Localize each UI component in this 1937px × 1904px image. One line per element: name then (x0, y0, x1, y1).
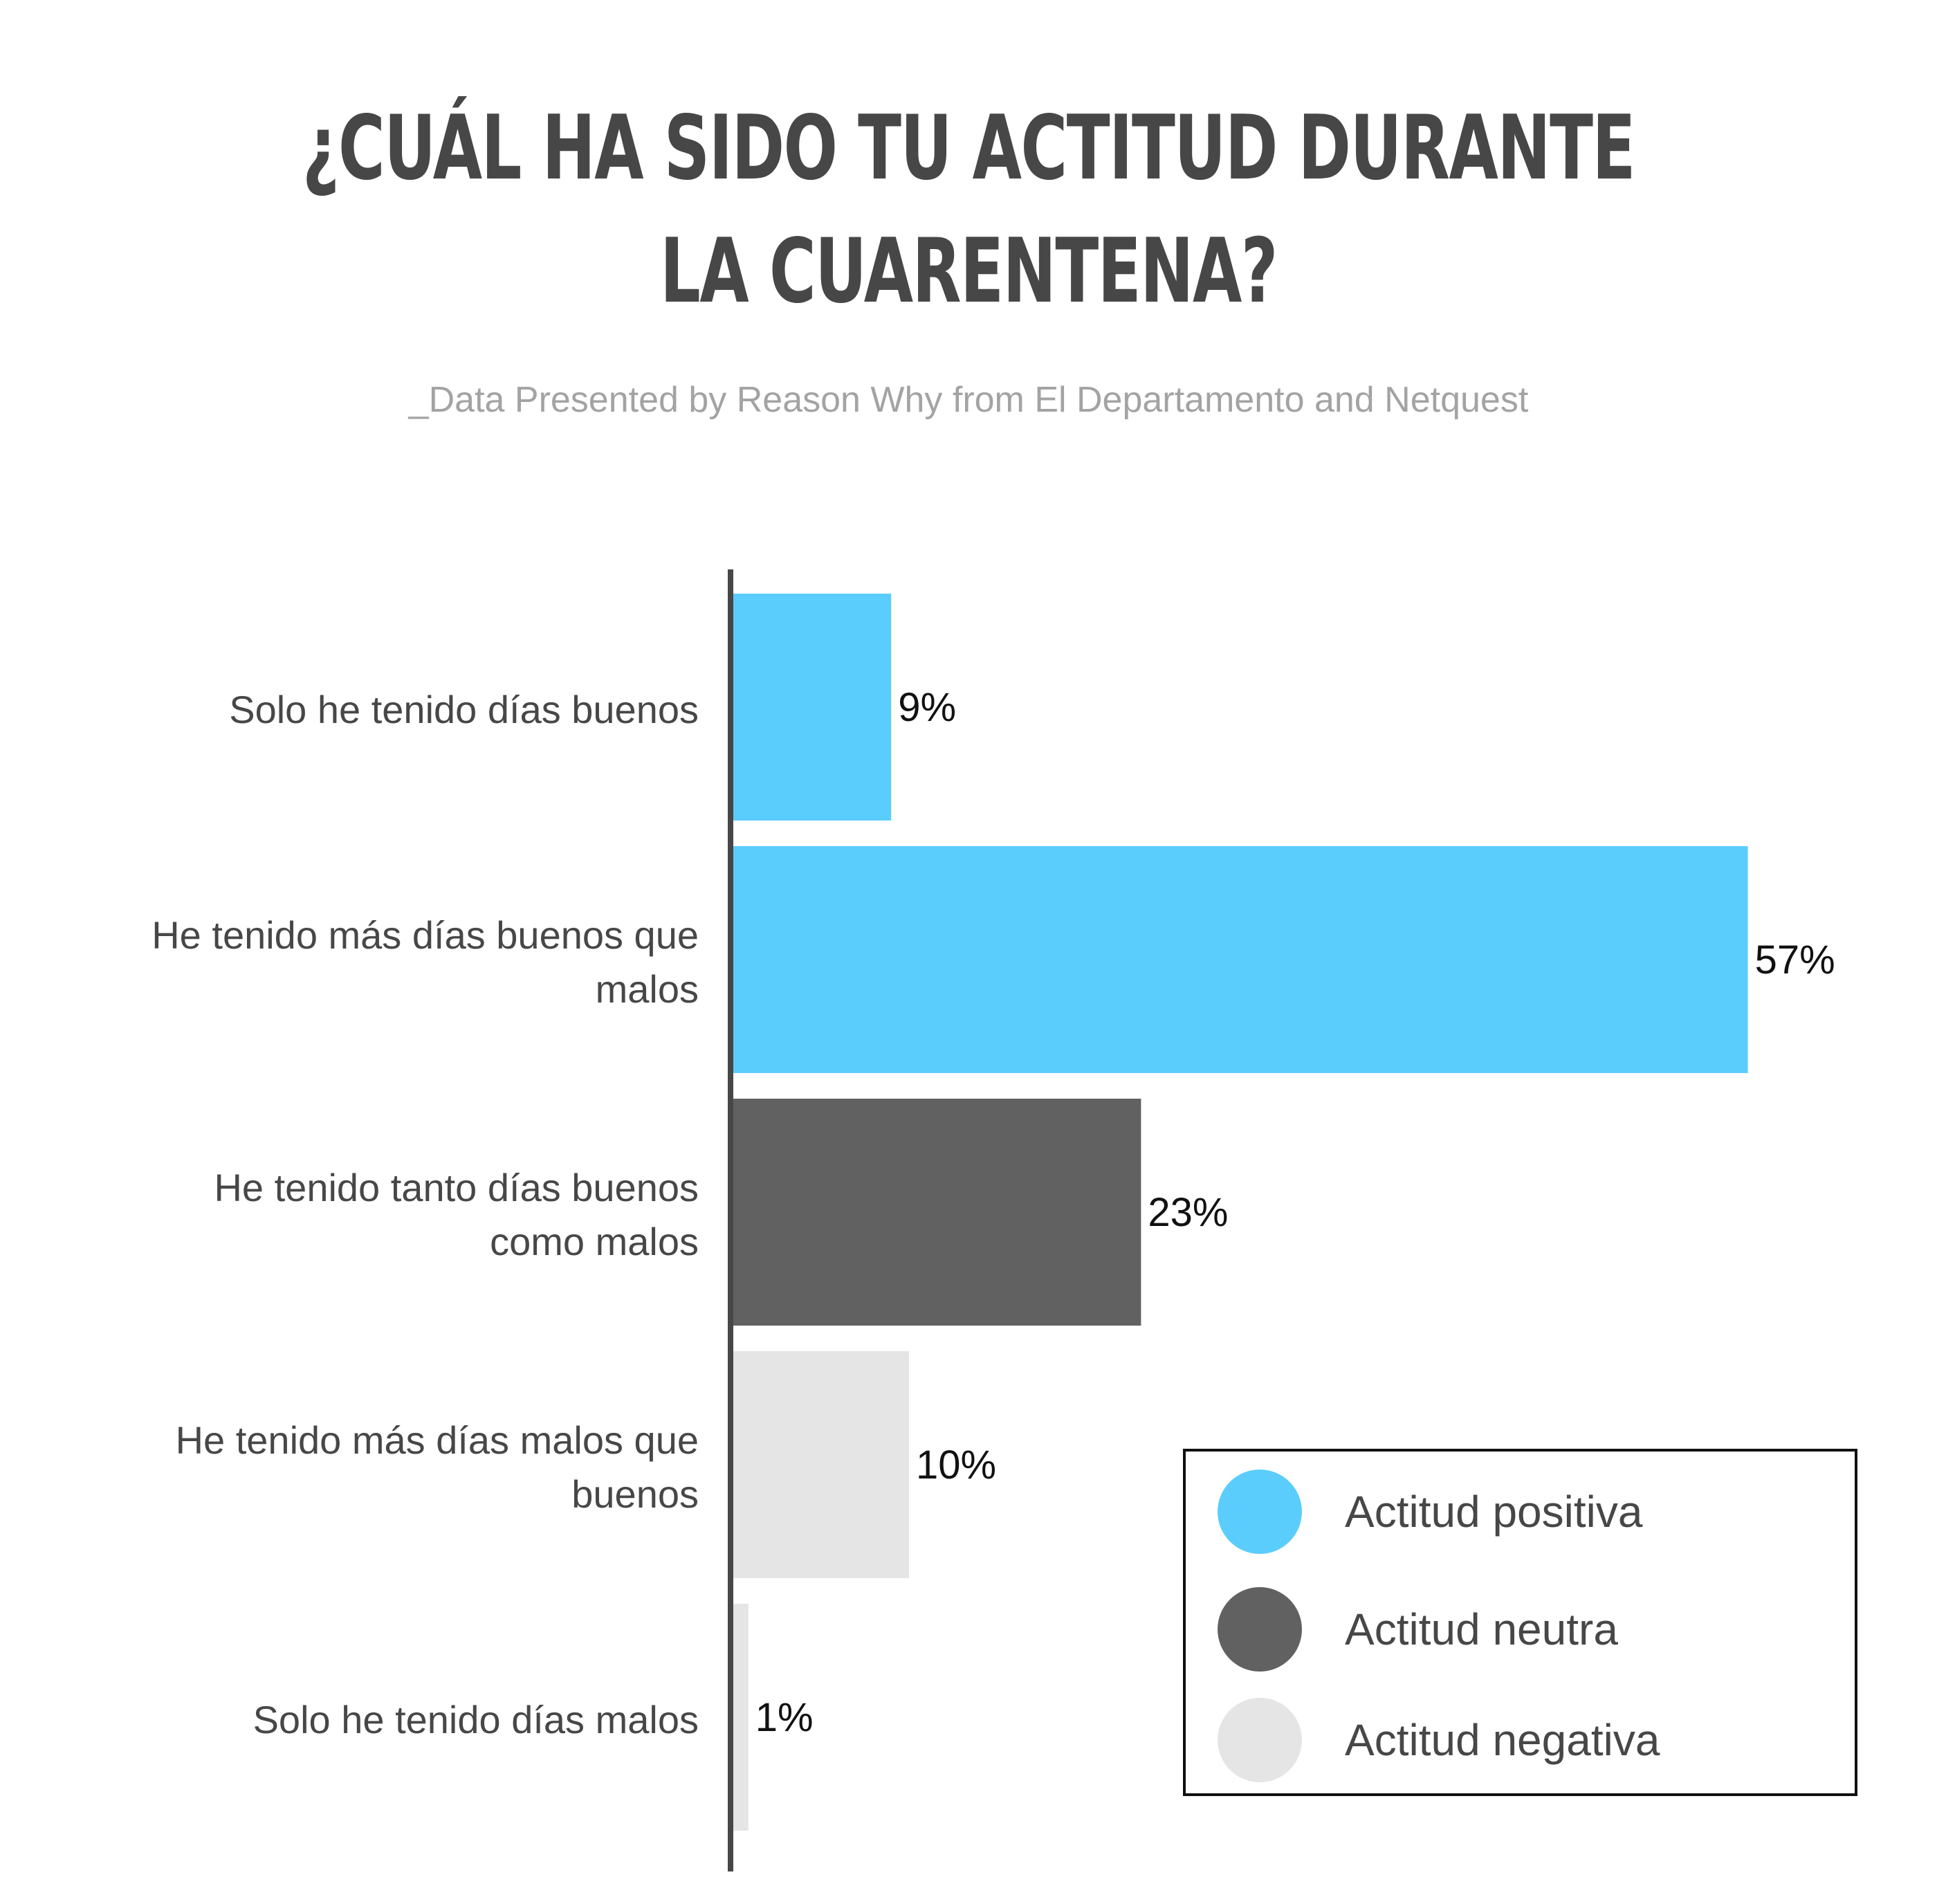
category-label-4-line-1: He tenido más días malos que (175, 1418, 699, 1462)
bar-value-label-1: 9% (898, 685, 956, 730)
category-label-5: Solo he tenido días malos (76, 1693, 699, 1747)
category-label-5-line-1: Solo he tenido días malos (253, 1698, 699, 1741)
category-label-3-line-2: como malos (490, 1220, 699, 1263)
bar-value-label-5: 1% (755, 1695, 814, 1740)
chart-title-line-1: ¿CUÁL HA SIDO TU ACTITUD DURANTE (302, 97, 1635, 200)
chart-subtitle: _Data Presented by Reason Why from El De… (408, 380, 1529, 420)
chart-title-line-2: LA CUARENTENA? (660, 220, 1278, 323)
legend-item-negative: Actitud negativa (1218, 1698, 1660, 1782)
bar-1 (731, 594, 892, 821)
category-label-3-line-1: He tenido tanto días buenos (214, 1166, 699, 1209)
legend-item-neutral: Actitud neutra (1218, 1587, 1618, 1672)
category-label-2: He tenido más días buenos que malos (76, 908, 699, 1016)
bar-4 (731, 1351, 909, 1578)
category-label-1-line-1: Solo he tenido días buenos (229, 688, 699, 731)
category-label-3: He tenido tanto días buenos como malos (76, 1161, 699, 1269)
bar-5 (731, 1604, 749, 1831)
bar-3 (731, 1099, 1141, 1326)
legend-swatch-negative (1218, 1698, 1302, 1782)
legend: Actitud positiva Actitud neutra Actitud … (1183, 1449, 1857, 1796)
bar-value-label-3: 23% (1148, 1190, 1228, 1235)
category-label-4-line-2: buenos (571, 1472, 699, 1516)
legend-swatch-neutral (1218, 1587, 1302, 1672)
bar-2 (731, 846, 1748, 1073)
category-label-1: Solo he tenido días buenos (76, 683, 699, 737)
legend-item-positive: Actitud positiva (1218, 1470, 1642, 1554)
legend-label-neutral: Actitud neutra (1345, 1604, 1618, 1654)
legend-label-negative: Actitud negativa (1345, 1715, 1660, 1765)
category-label-2-line-2: malos (595, 967, 699, 1011)
category-label-4: He tenido más días malos que buenos (76, 1413, 699, 1521)
bar-value-label-2: 57% (1755, 937, 1835, 982)
bar-value-label-4: 10% (916, 1443, 996, 1488)
category-label-2-line-1: He tenido más días buenos que (152, 913, 699, 957)
legend-label-positive: Actitud positiva (1345, 1487, 1643, 1537)
legend-swatch-positive (1218, 1470, 1302, 1554)
